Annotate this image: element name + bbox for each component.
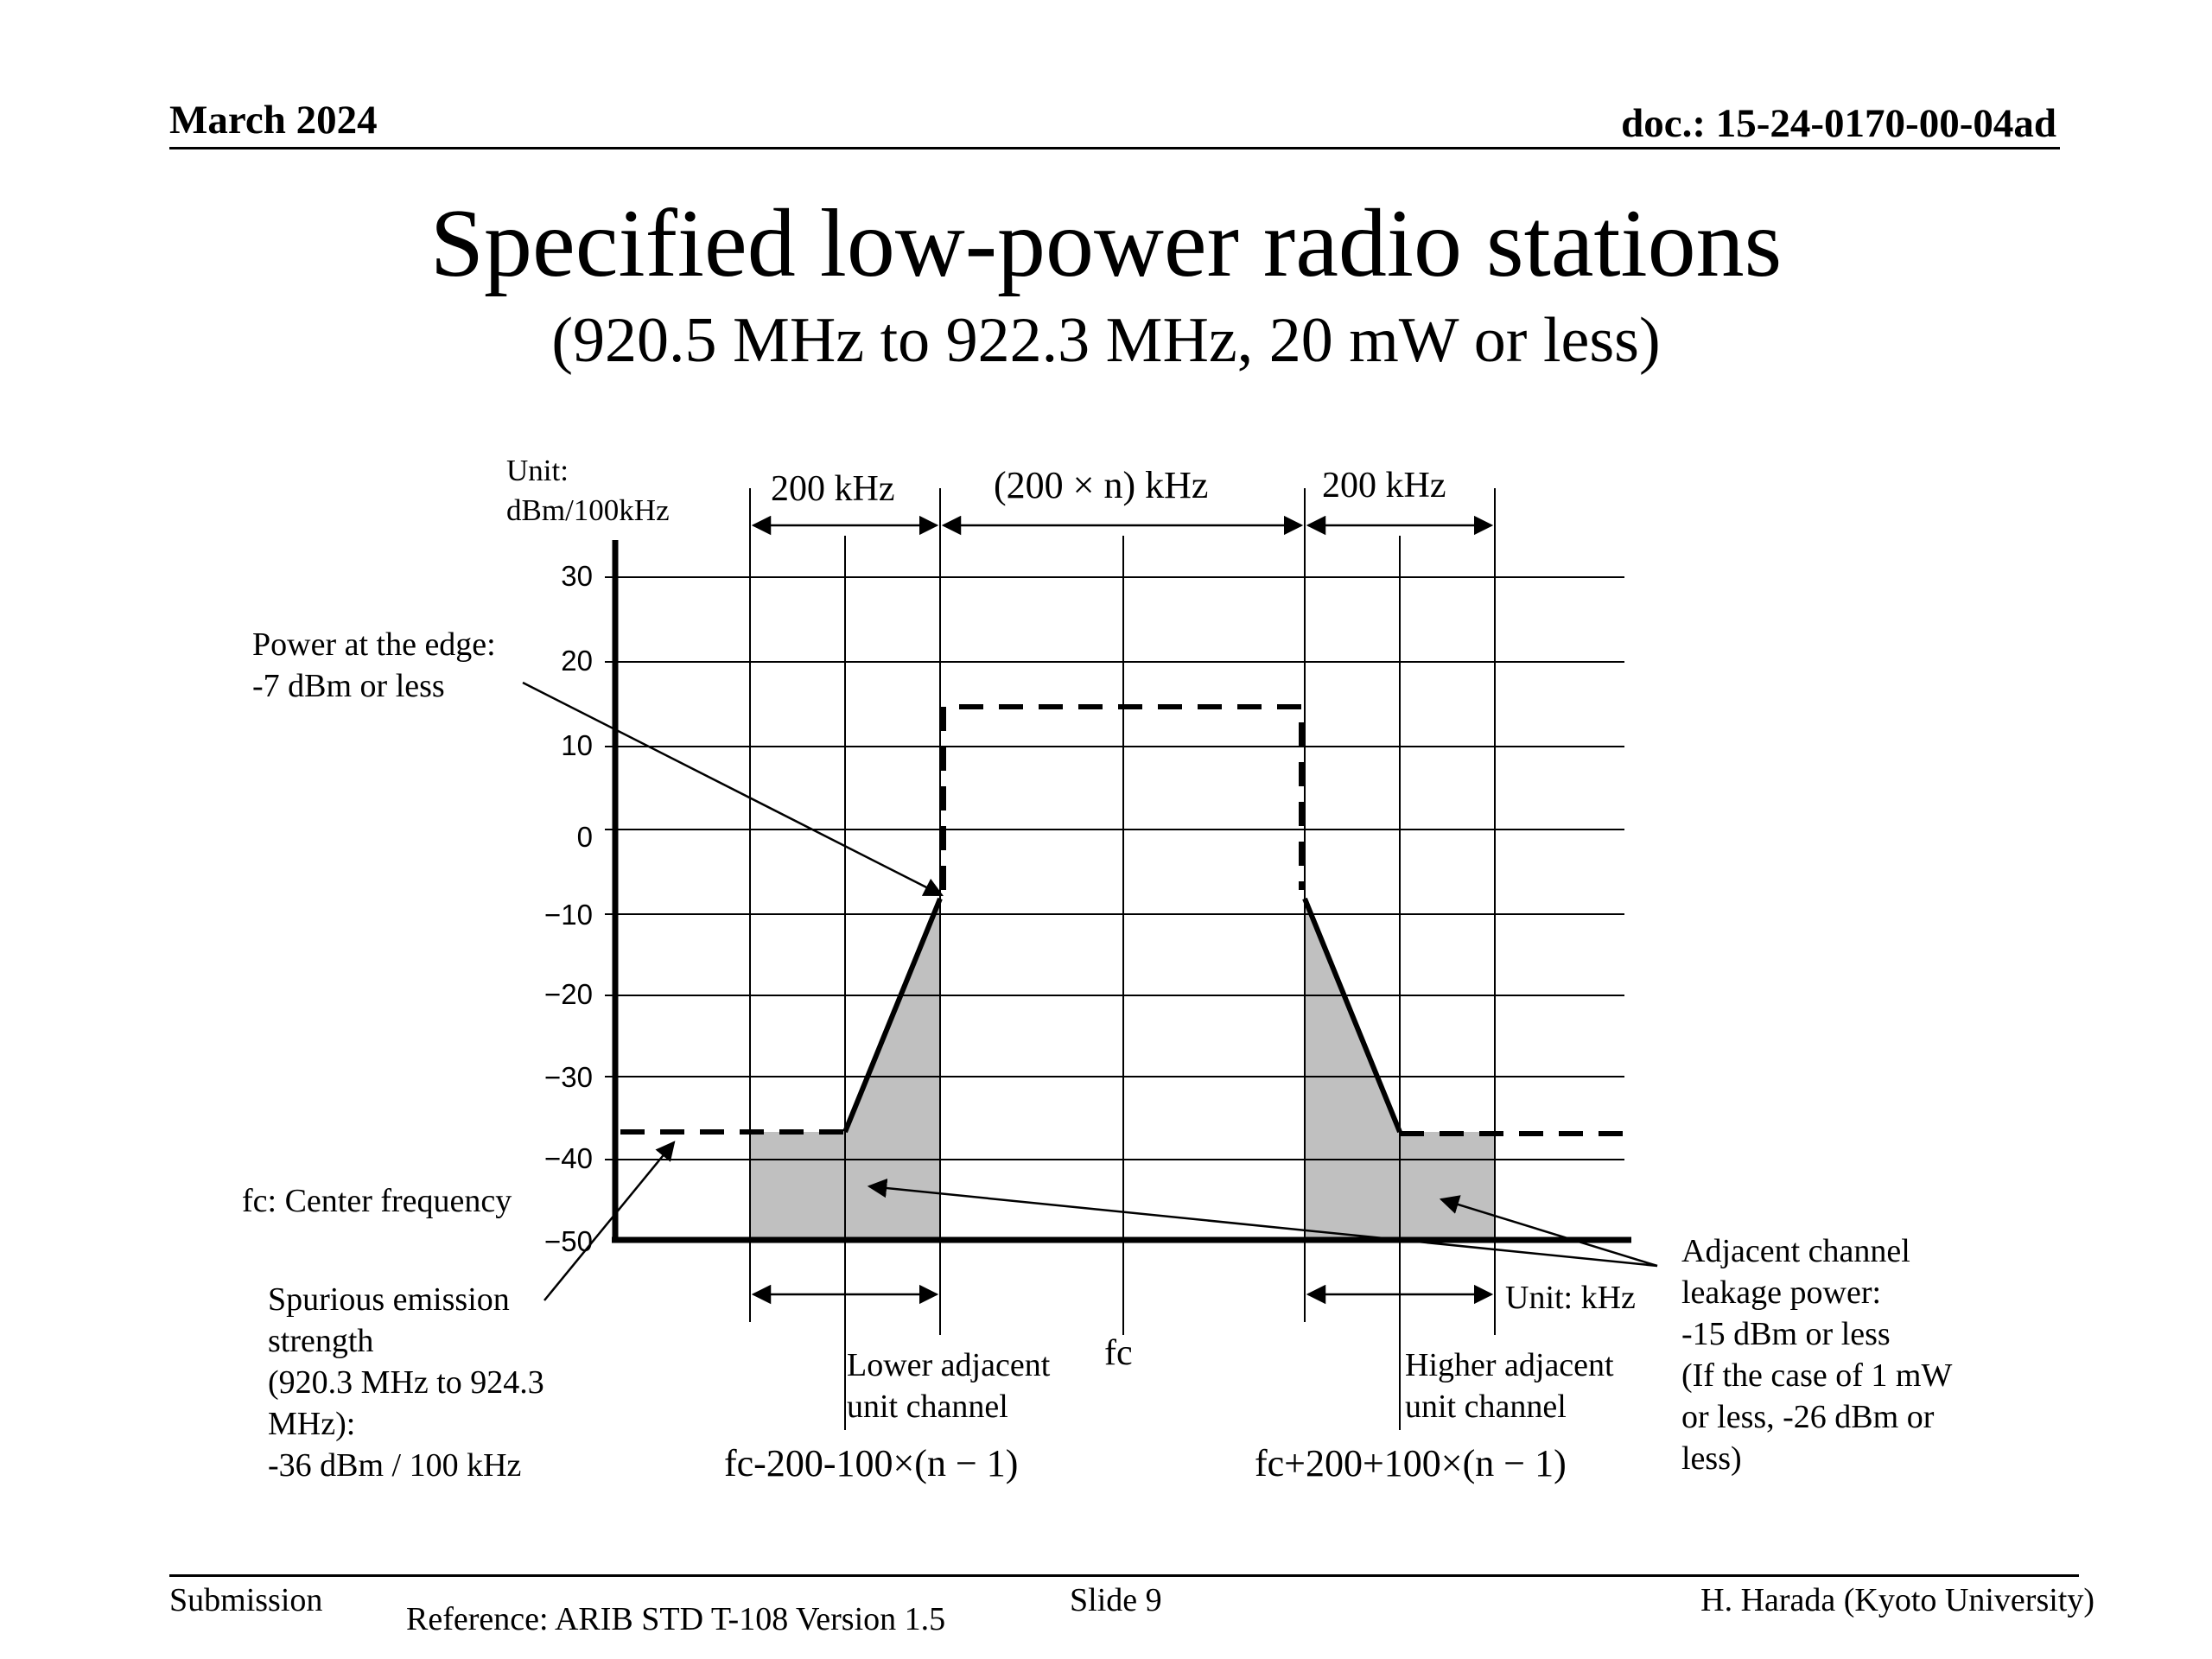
- lower-skirt-line: [842, 897, 943, 1134]
- higher-formula: fc+200+100×(n − 1): [1255, 1442, 1567, 1484]
- y-tick-label: −40: [544, 1142, 593, 1174]
- lower-formula: fc-200-100×(n − 1): [724, 1442, 1019, 1484]
- y-tick-label: 30: [561, 560, 593, 592]
- span-label-middle: (200 × n) kHz: [994, 464, 1209, 506]
- spurious-pointer: [543, 1141, 676, 1301]
- power-edge-note: Power at the edge: -7 dBm or less: [252, 626, 496, 704]
- adjacent-leakage-note: Adjacent channel leakage power: -15 dBm …: [1681, 1233, 1953, 1477]
- vertical-lines: [749, 488, 1496, 1430]
- y-tick-marks: [605, 576, 615, 1160]
- footer-rule: [169, 1574, 2079, 1577]
- power-edge-pointer: [522, 681, 944, 897]
- fc-axis-label: fc: [1104, 1333, 1133, 1373]
- y-tick-label: 0: [576, 821, 593, 853]
- fc-center-note: fc: Center frequency: [242, 1183, 512, 1219]
- higher-channel-label: Higher adjacent unit channel: [1405, 1347, 1614, 1425]
- leakage-pointer-right: [1439, 1195, 1658, 1268]
- higher-skirt-line: [1302, 897, 1402, 1134]
- y-tick-label: −50: [544, 1225, 593, 1257]
- header-rule: [169, 147, 2060, 149]
- footer-submission: Submission: [169, 1582, 323, 1618]
- higher-leakage-area: [1305, 899, 1495, 1240]
- leakage-pointer-left: [867, 1178, 1658, 1268]
- y-tick-label: −30: [544, 1061, 593, 1093]
- spurious-note: Spurious emission strength (920.3 MHz to…: [268, 1281, 544, 1484]
- inband-dashed-mask: [941, 704, 1304, 890]
- span-label-right: 200 kHz: [1322, 466, 1446, 505]
- span-label-left: 200 kHz: [771, 469, 895, 509]
- grid-lines: [613, 576, 1624, 1160]
- slide-title: Specified low-power radio stations: [429, 190, 1783, 297]
- footer-slide-number: Slide 9: [1070, 1582, 1162, 1618]
- unit-label: Unit: dBm/100kHz: [506, 454, 670, 527]
- header-doc-id: doc.: 15-24-0170-00-04ad: [1621, 101, 2056, 146]
- slide-subtitle: (920.5 MHz to 922.3 MHz, 20 mW or less): [551, 305, 1661, 376]
- header-date: March 2024: [169, 98, 378, 143]
- footer-author: H. Harada (Kyoto University): [1700, 1582, 2094, 1618]
- lower-channel-label: Lower adjacent unit channel: [847, 1347, 1051, 1425]
- y-tick-label: 20: [561, 645, 593, 677]
- y-tick-label: −10: [544, 899, 593, 931]
- y-tick-label: 10: [561, 729, 593, 761]
- unit-khz-label: Unit: kHz: [1505, 1280, 1636, 1316]
- y-tick-label: −20: [544, 978, 593, 1010]
- lower-leakage-area: [750, 899, 940, 1240]
- footer-reference: Reference: ARIB STD T-108 Version 1.5: [406, 1601, 946, 1637]
